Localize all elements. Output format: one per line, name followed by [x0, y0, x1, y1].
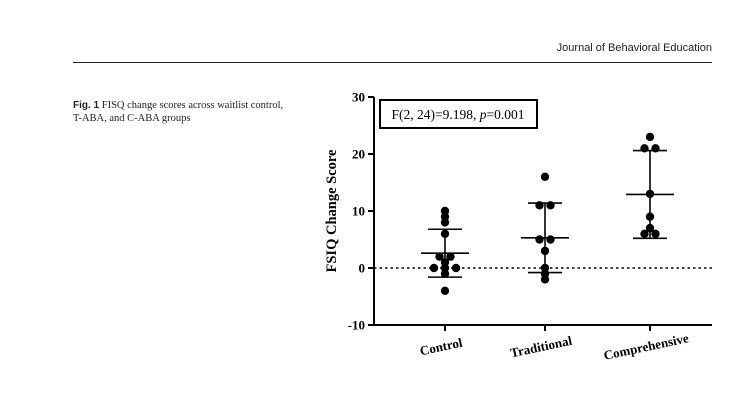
figure-label: Fig. 1 [73, 100, 100, 111]
data-point [435, 252, 444, 261]
figure-caption: Fig. 1 FISQ change scores across waitlis… [73, 100, 288, 125]
y-tick-label: 20 [352, 147, 365, 162]
data-point [440, 206, 450, 216]
stats-annotation-box [379, 99, 538, 129]
figure-caption-text: FISQ change scores across waitlist contr… [73, 100, 284, 124]
data-point [651, 229, 660, 238]
data-point [546, 235, 555, 244]
data-point [535, 235, 544, 244]
stats-annotation: F(2, 24)=9.198, p=0.001 [392, 107, 525, 122]
data-point [440, 286, 450, 295]
y-axis-title: FSIQ Change Score [324, 149, 340, 273]
x-tick-label: Comprehensive [602, 330, 690, 363]
header-rule [73, 62, 712, 63]
y-tick-label: -10 [348, 318, 365, 333]
data-point [451, 263, 461, 273]
x-tick-label: Traditional [509, 333, 574, 361]
x-tick-label: Control [418, 335, 464, 359]
data-point [446, 252, 455, 261]
journal-header: Journal of Behavioral Education [556, 42, 712, 54]
data-point [540, 275, 550, 284]
y-tick-label: 10 [352, 204, 365, 219]
data-point [640, 229, 649, 238]
y-tick-label: 30 [352, 90, 365, 105]
data-point [645, 132, 655, 142]
y-tick-label: 0 [359, 261, 366, 276]
data-point [540, 172, 550, 181]
data-point [429, 263, 439, 273]
